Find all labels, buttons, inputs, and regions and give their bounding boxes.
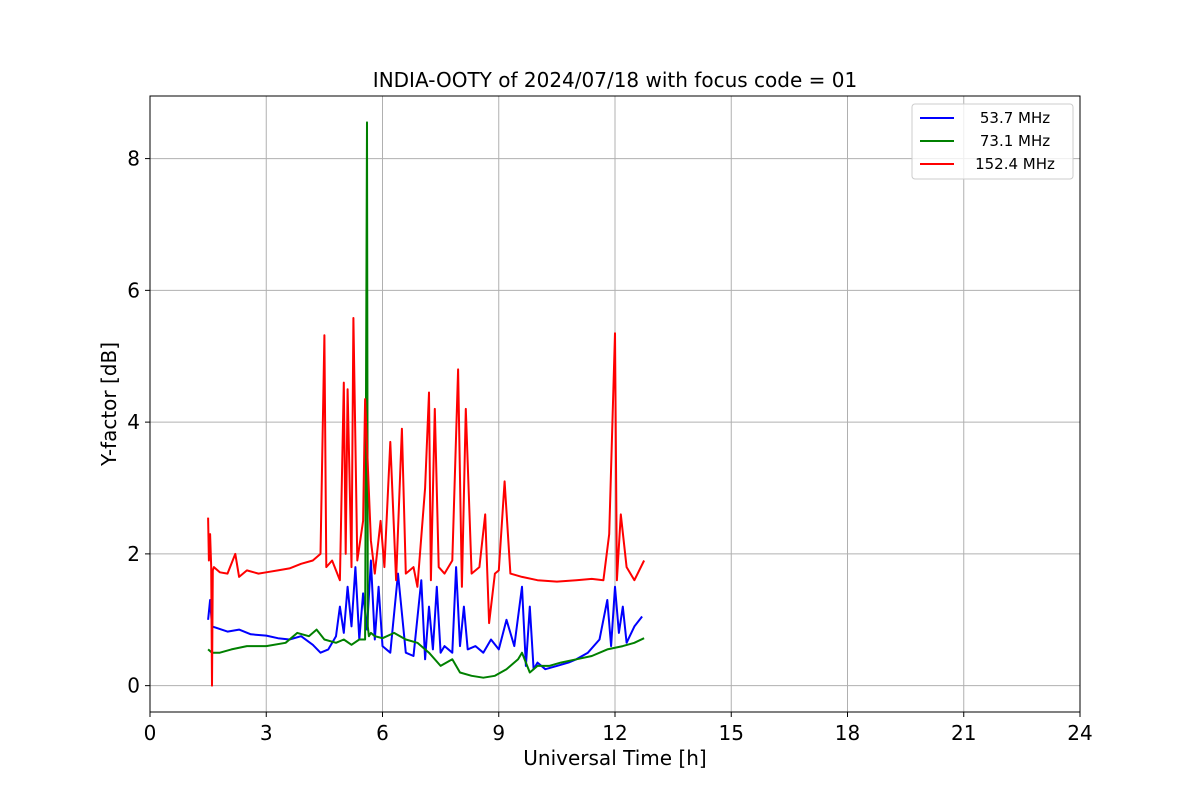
x-axis-label: Universal Time [h] bbox=[523, 746, 706, 770]
x-tick-label: 3 bbox=[260, 721, 273, 745]
y-tick-label: 6 bbox=[127, 278, 140, 302]
y-tick-label: 2 bbox=[127, 542, 140, 566]
legend-label: 53.7 MHz bbox=[980, 109, 1050, 127]
y-axis-label: Y-factor [dB] bbox=[97, 342, 121, 467]
chart-title: INDIA-OOTY of 2024/07/18 with focus code… bbox=[373, 68, 857, 92]
x-tick-label: 9 bbox=[492, 721, 505, 745]
x-tick-label: 24 bbox=[1067, 721, 1092, 745]
y-tick-label: 4 bbox=[127, 410, 140, 434]
series-layer bbox=[207, 121, 645, 687]
series-line-152-4-mhz bbox=[207, 317, 645, 687]
y-tick-label: 8 bbox=[127, 147, 140, 171]
series-line-73-1-mhz bbox=[207, 121, 645, 679]
legend-label: 152.4 MHz bbox=[975, 155, 1055, 173]
y-tick-label: 0 bbox=[127, 674, 140, 698]
x-tick-label: 6 bbox=[376, 721, 389, 745]
legend-box bbox=[911, 103, 1074, 180]
series-line-53-7-mhz bbox=[207, 559, 643, 671]
x-tick-label: 0 bbox=[144, 721, 157, 745]
x-tick-label: 21 bbox=[951, 721, 976, 745]
legend: 53.7 MHz 73.1 MHz 152.4 MHz bbox=[911, 103, 1074, 180]
legend-label: 73.1 MHz bbox=[980, 132, 1050, 150]
x-tick-label: 12 bbox=[602, 721, 627, 745]
x-tick-label: 15 bbox=[719, 721, 744, 745]
x-tick-label: 18 bbox=[835, 721, 860, 745]
